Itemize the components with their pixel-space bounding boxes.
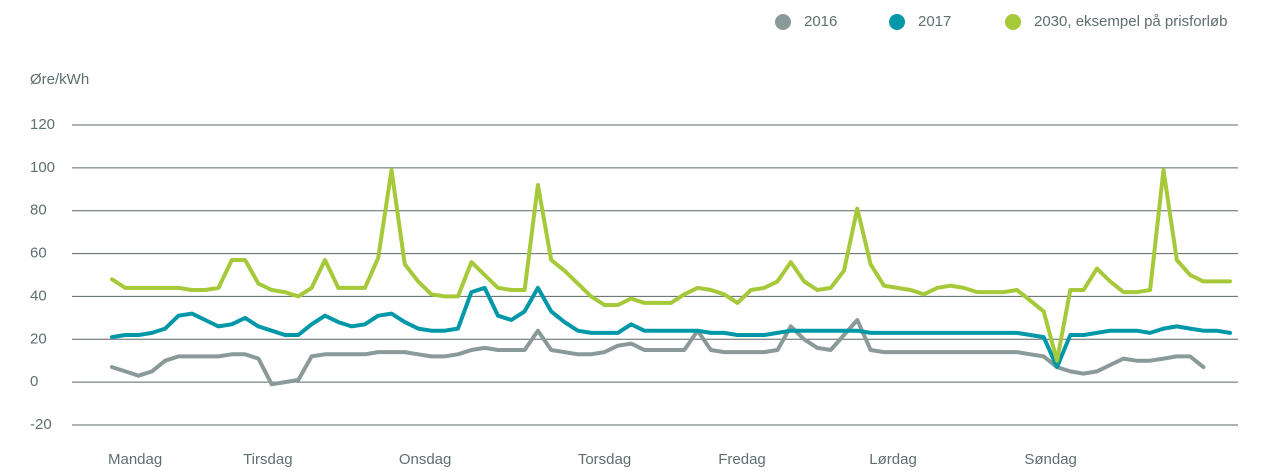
y-tick-label: 40	[30, 287, 47, 304]
y-tick-label: 80	[30, 202, 47, 219]
series-line	[110, 168, 1232, 363]
y-tick-label: 0	[30, 373, 38, 390]
x-tick-label: Onsdag	[399, 451, 452, 468]
x-tick-label: Fredag	[718, 451, 766, 468]
series-line	[110, 318, 1206, 387]
x-tick-label: Tirsdag	[243, 451, 292, 468]
legend-label: 2016	[804, 13, 837, 30]
x-tick-label: Lørdag	[869, 451, 917, 468]
legend-label: 2030, eksempel på prisforløb	[1034, 13, 1227, 30]
y-axis-label: Øre/kWh	[30, 71, 89, 88]
y-tick-label: 100	[30, 159, 55, 176]
legend-marker	[1005, 14, 1021, 30]
legend-label: 2017	[918, 13, 951, 30]
y-tick-label: 20	[30, 330, 47, 347]
legend-marker	[889, 14, 905, 30]
x-tick-label: Torsdag	[578, 451, 631, 468]
y-tick-label: 120	[30, 116, 55, 133]
y-tick-label: 60	[30, 245, 47, 262]
legend-marker	[775, 14, 791, 30]
x-tick-label: Søndag	[1024, 451, 1077, 468]
x-tick-label: Mandag	[108, 451, 162, 468]
y-tick-label: -20	[30, 416, 52, 433]
series-line	[110, 285, 1232, 370]
